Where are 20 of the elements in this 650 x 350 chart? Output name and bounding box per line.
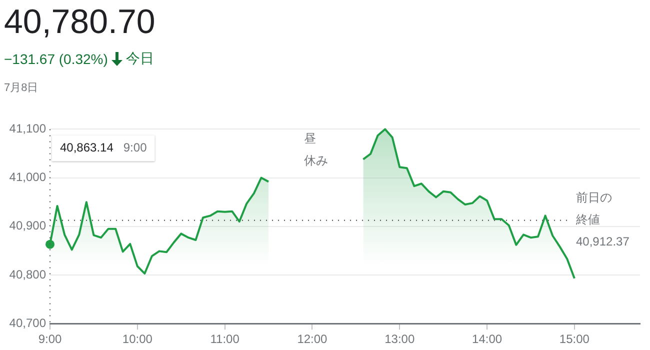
text: −131.67 (0.32%) 今日 xyxy=(4,50,154,67)
x-tick-label: 9:00 xyxy=(38,332,62,346)
chart-title: 40,780.70 xyxy=(4,2,156,43)
x-tick-label: 10:00 xyxy=(122,332,153,346)
y-tick-label: 40,900 xyxy=(9,218,46,233)
y-tick-label: 40,700 xyxy=(9,316,46,330)
annotation: 40,863.14 9:00 xyxy=(60,140,148,155)
y-tick-label: 40,800 xyxy=(9,267,46,282)
x-tick-label: 15:00 xyxy=(559,332,590,346)
annotation: 休み xyxy=(304,154,328,168)
x-tick-label: 14:00 xyxy=(472,332,502,346)
ref-line-label: 前日の終値 xyxy=(575,190,612,227)
text: 7月8日 xyxy=(4,81,38,95)
y-tick-label: 41,000 xyxy=(9,170,46,184)
annotation: 昼 xyxy=(304,132,316,146)
x-tick-label: 12:00 xyxy=(297,332,328,346)
annotation: 40,912.37 xyxy=(576,234,630,249)
x-tick-label: 13:00 xyxy=(384,332,415,346)
x-tick-label: 11:00 xyxy=(210,332,240,346)
y-tick-label: 41,100 xyxy=(9,122,46,136)
